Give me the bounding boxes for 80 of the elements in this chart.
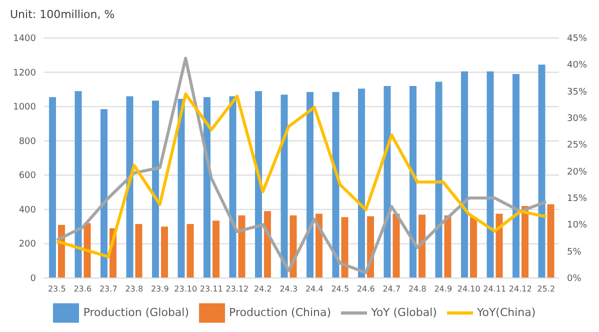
x-tick-label: 24.10 (457, 284, 480, 294)
bar (486, 71, 494, 278)
bar (255, 91, 262, 278)
bar (332, 92, 340, 278)
y-tick-label: 1200 (13, 68, 36, 78)
x-tick-label: 23.5 (48, 284, 66, 294)
bar (522, 206, 528, 278)
x-tick-label: 24.7 (382, 284, 401, 294)
x-tick-label: 24.2 (254, 284, 272, 294)
x-tick-label: 23.7 (99, 284, 118, 294)
bar (384, 86, 391, 278)
y2-tick-label: 5% (567, 247, 582, 258)
x-tick-label: 24.8 (408, 284, 426, 294)
y-tick-label: 600 (18, 171, 36, 182)
y2-tick-label: 25% (567, 140, 588, 151)
x-tick-label: 24.11 (483, 284, 506, 294)
bar (444, 215, 452, 278)
x-tick-label: 24.12 (508, 284, 532, 294)
y2-tick-label: 15% (567, 194, 588, 204)
x-tick-label: 24.9 (434, 284, 452, 294)
bar (418, 214, 426, 278)
bar (84, 223, 91, 278)
bar (74, 91, 82, 278)
y2-tick-label: 10% (567, 220, 588, 231)
line-series (55, 56, 548, 274)
x-tick-label: 23.12 (226, 284, 249, 294)
bar (161, 226, 168, 278)
bar (238, 215, 246, 278)
y2-tick-label: 20% (567, 167, 588, 178)
bar (358, 88, 365, 278)
x-tick-label: 23.8 (125, 284, 144, 294)
x-tick-label: 23.6 (74, 284, 92, 294)
bar (135, 224, 142, 278)
y2-tick-label: 40% (567, 60, 588, 71)
x-tick-label: 23.10 (174, 284, 198, 294)
bar (341, 217, 348, 278)
x-tick-label: 24.3 (280, 284, 298, 294)
legend-label: YoY (Global) (371, 306, 437, 320)
x-tick-label: 23.9 (150, 284, 169, 294)
bar (470, 217, 477, 278)
bar (229, 96, 236, 278)
bar (49, 97, 56, 278)
x-tick-label: 24.6 (356, 284, 375, 294)
y-tick-label: 400 (18, 205, 36, 216)
bar (316, 214, 322, 278)
y2-tick-label: 35% (567, 87, 588, 98)
bar (100, 109, 108, 278)
bar (280, 94, 288, 278)
bar (496, 214, 503, 278)
x-tick-label: 25.2 (537, 284, 556, 294)
y-tick-label: 800 (18, 136, 36, 147)
legend-label: Production (Global) (83, 306, 190, 320)
y-tick-label: 200 (18, 240, 36, 250)
bar (435, 82, 442, 278)
x-tick-label: 23.11 (200, 284, 223, 294)
chart-title: Unit: 100million, % (10, 8, 115, 21)
bar (306, 92, 314, 278)
bar (410, 86, 416, 278)
y2-tick-label: 45% (567, 34, 588, 44)
legend-label: Production (China) (229, 306, 332, 320)
bar (264, 211, 271, 278)
y-tick-label: 0 (30, 274, 36, 284)
x-tick-label: 24.5 (331, 284, 350, 294)
legend-label: YoY(China) (476, 306, 536, 320)
y-tick-label: 1000 (13, 102, 36, 113)
bar (186, 224, 194, 278)
bar (126, 96, 134, 278)
bar (392, 214, 400, 278)
bar (212, 220, 220, 278)
bar (512, 74, 520, 278)
line-series (55, 92, 548, 258)
bar (152, 100, 159, 278)
y2-tick-label: 30% (567, 114, 588, 124)
y-tick-label: 1400 (13, 34, 36, 44)
bar (547, 204, 554, 278)
y2-tick-label: 0% (567, 274, 582, 284)
x-tick-label: 24.4 (305, 284, 324, 294)
bar (538, 64, 546, 278)
bar (178, 98, 185, 278)
bar (461, 71, 468, 278)
